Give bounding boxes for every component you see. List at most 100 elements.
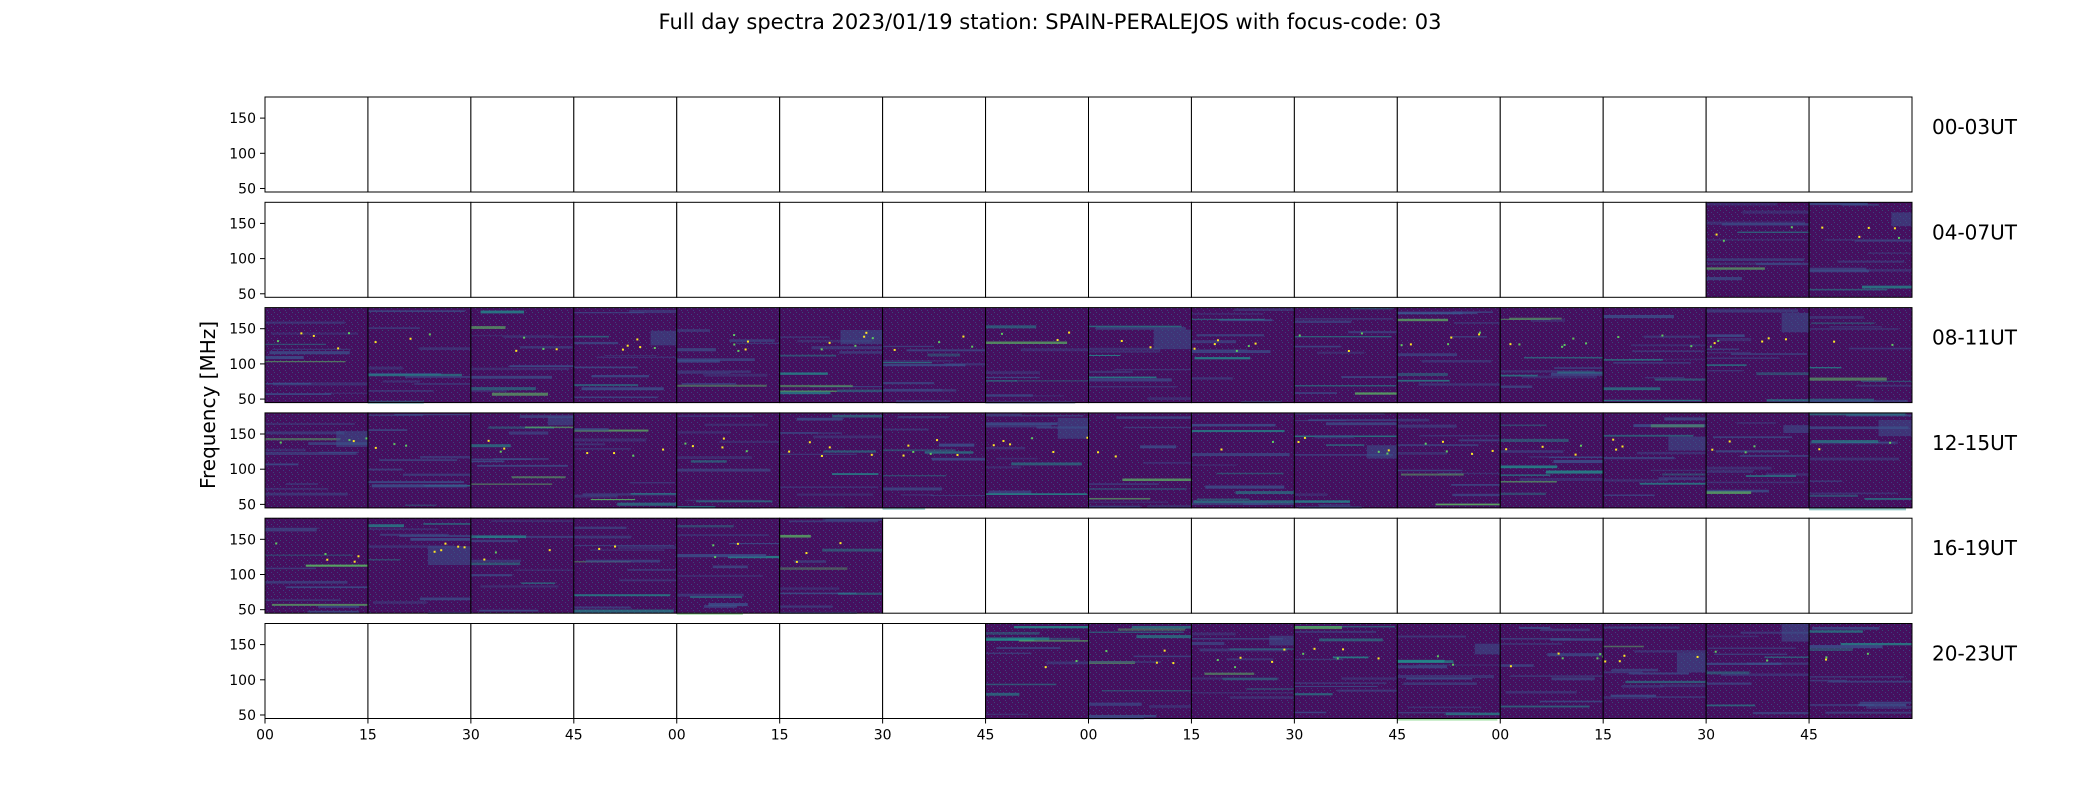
spectrum-panel [573, 307, 678, 404]
spectrum-panel [1190, 412, 1295, 509]
spectrum-panel [1293, 412, 1398, 509]
row-label: 04-07UT [1932, 220, 2018, 244]
spectrum-panel [264, 412, 369, 509]
y-tick-label: 100 [229, 673, 256, 689]
spectrum-panel [882, 412, 987, 510]
y-tick-label: 150 [229, 427, 256, 443]
spectrum-panel [1190, 623, 1295, 719]
spectrum-panel [882, 623, 987, 719]
spectrum-panel [985, 201, 1089, 298]
spectrum-panel [1705, 412, 1810, 509]
spectrum-panel [1499, 623, 1604, 719]
spectrum-panel [1602, 623, 1707, 719]
spectrum-panel [1088, 201, 1192, 298]
spectrum-panel [1499, 307, 1604, 404]
y-tick-label: 100 [229, 567, 256, 583]
spectrum-panel [1396, 307, 1501, 404]
y-tick-label: 100 [229, 252, 256, 268]
spectrum-panel [470, 517, 575, 614]
x-tick-label: 45 [1800, 728, 1818, 744]
spectrum-panel [1705, 623, 1810, 719]
spectrum-panel [779, 96, 884, 193]
spectrum-panel [470, 307, 575, 404]
y-tick-label: 50 [238, 603, 256, 619]
x-tick-label: 45 [565, 728, 583, 744]
spectrum-panel [1499, 201, 1604, 298]
spectrum-panel [1396, 412, 1501, 509]
spectrum-panel [1705, 201, 1810, 298]
spectrum-panel [676, 201, 781, 298]
spectrum-panel [1088, 623, 1192, 720]
panels-group [264, 96, 1913, 721]
spectrum-panel [1602, 96, 1707, 193]
spectrum-panel [985, 96, 1089, 193]
spectrum-panel [882, 307, 987, 404]
row-labels-group: 00-03UT 04-07UT 08-11UT 12-15UT 16-19UT 20-23… [1932, 115, 2018, 666]
spectrum-panel [1808, 623, 1913, 719]
spectrum-panel [1808, 517, 1913, 614]
spectrum-panel [1602, 412, 1707, 509]
spectrum-panel [367, 517, 472, 614]
spectrum-panel [1396, 623, 1501, 721]
y-tick-label: 50 [238, 392, 256, 408]
spectrum-panel [676, 412, 781, 509]
spectrum-panel [1088, 96, 1192, 193]
spectrum-panel [676, 517, 781, 615]
x-tick-label: 00 [256, 728, 274, 744]
x-tick-label: 30 [874, 728, 892, 744]
spectrum-panel [367, 201, 472, 298]
y-tick-label: 150 [229, 216, 256, 232]
spectrum-panel [676, 307, 781, 404]
y-tick-label: 50 [238, 287, 256, 303]
spectrum-panel [264, 201, 369, 298]
spectrum-panel [1190, 307, 1295, 404]
x-tick-label: 15 [771, 728, 789, 744]
row-label: 12-15UT [1932, 431, 2018, 455]
y-tick-label: 50 [238, 181, 256, 197]
y-ticks-group: 50 100 150 50 100 150 50 100 150 50 100 150 50 100 150… [229, 111, 265, 724]
x-tick-label: 15 [1183, 728, 1201, 744]
x-tick-label: 15 [359, 728, 377, 744]
spectrum-panel [1293, 96, 1398, 193]
spectrum-panel [573, 96, 678, 193]
y-tick-label: 100 [229, 146, 256, 162]
spectrum-panel [1705, 517, 1810, 614]
y-tick-label: 50 [238, 497, 256, 513]
spectrum-panel [1293, 517, 1398, 614]
spectrum-panel [1499, 412, 1604, 509]
x-tick-label: 00 [668, 728, 686, 744]
spectrum-panel [264, 623, 369, 719]
y-tick-label: 50 [238, 708, 256, 724]
spectrum-panel [1705, 96, 1810, 193]
spectrum-panel [1293, 201, 1398, 298]
spectrum-panel [1293, 307, 1398, 404]
row-label: 16-19UT [1932, 536, 2018, 560]
spectrum-panel [1808, 96, 1913, 193]
spectrum-panel [779, 517, 884, 614]
y-tick-label: 150 [229, 532, 256, 548]
spectrum-panel [1499, 517, 1604, 614]
spectrum-panel [1602, 517, 1707, 614]
spectrum-panel [1190, 96, 1295, 193]
y-tick-label: 150 [229, 638, 256, 654]
x-tick-label: 45 [1388, 728, 1406, 744]
spectrum-panel [1293, 623, 1398, 719]
x-ticks-group: 00 15 30 45 00 15 30 45 00 15 30 45 00 15 30 45 [256, 718, 1818, 744]
spectrum-panel [470, 201, 575, 298]
spectrum-panel [573, 517, 678, 614]
spectrum-panel [985, 623, 1089, 719]
spectrum-panel [367, 96, 472, 193]
spectrum-panel [264, 96, 369, 193]
spectrum-panel [470, 412, 575, 509]
spectrum-panel [1190, 201, 1295, 298]
spectrum-panel [1705, 307, 1810, 404]
x-tick-label: 30 [462, 728, 480, 744]
y-tick-label: 150 [229, 322, 256, 338]
spectrum-panel [779, 307, 884, 404]
row-label: 20-23UT [1932, 642, 2018, 666]
spectrum-panel [882, 517, 987, 614]
x-tick-label: 15 [1594, 728, 1612, 744]
y-tick-label: 100 [229, 357, 256, 373]
x-tick-label: 00 [1491, 728, 1509, 744]
spectrum-panel [882, 96, 987, 193]
